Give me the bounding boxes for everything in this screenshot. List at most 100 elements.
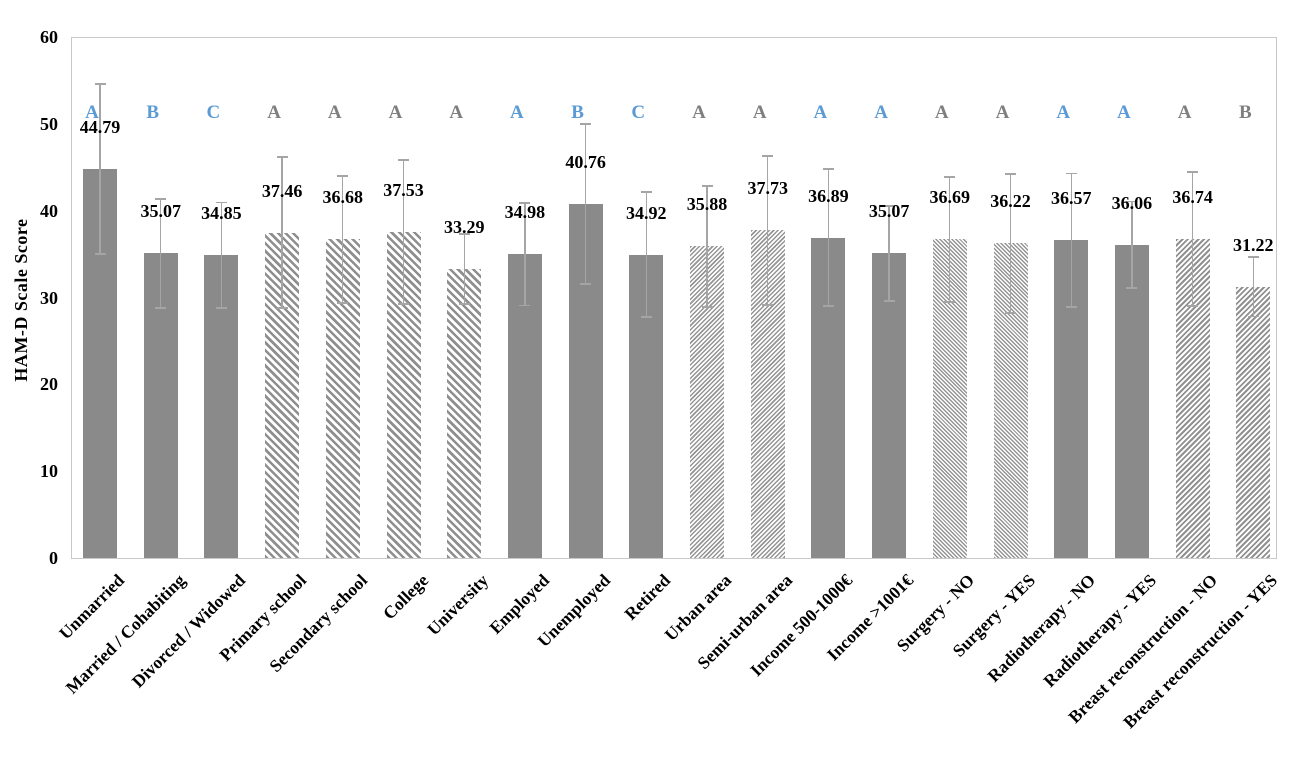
error-bar-cap: [337, 301, 349, 304]
error-bar-cap: [701, 184, 713, 187]
significance-letter: B: [571, 102, 584, 123]
value-label: 37.53: [383, 180, 424, 201]
error-bar-stem: [220, 202, 223, 309]
error-bar-cap: [1247, 256, 1259, 259]
y-tick-label: 60: [40, 27, 58, 47]
error-bar-cap: [701, 306, 713, 309]
significance-letter: A: [449, 102, 464, 123]
error-bar-cap: [1187, 171, 1199, 173]
error-bar-stem: [1191, 172, 1194, 306]
error-bar-cap: [944, 301, 956, 303]
error-bar-stem: [342, 176, 344, 303]
bar: [1114, 244, 1149, 558]
error-bar-cap: [155, 197, 167, 200]
error-bar-cap: [1247, 315, 1259, 318]
y-tick-label: 30: [40, 287, 58, 308]
value-label: 35.88: [686, 194, 728, 215]
value-label: 35.07: [868, 201, 910, 222]
error-bar-cap: [155, 307, 167, 310]
bar: [1236, 286, 1271, 558]
error-bar-cap: [1005, 173, 1016, 175]
error-bar-cap: [215, 201, 227, 204]
error-bar-stem: [584, 124, 587, 284]
significance-letter: A: [813, 102, 828, 123]
error-bar-cap: [883, 204, 895, 207]
error-bar-stem: [281, 157, 283, 309]
error-bar-cap: [580, 123, 592, 126]
value-label: 36.89: [808, 185, 849, 206]
error-bar-cap: [822, 168, 834, 170]
significance-letter: C: [631, 102, 646, 123]
error-bar-cap: [215, 307, 227, 310]
value-label: 37.46: [261, 180, 303, 201]
error-bar-cap: [883, 300, 895, 303]
y-tick-label: 0: [49, 548, 58, 568]
error-bar-stem: [1131, 201, 1133, 289]
error-bar-cap: [519, 202, 531, 204]
error-bar-cap: [944, 175, 956, 178]
value-label: 37.73: [747, 178, 788, 199]
significance-letter: A: [692, 102, 706, 123]
error-bar-stem: [402, 160, 405, 305]
error-bar-cap: [640, 316, 652, 319]
error-bar-stem: [645, 192, 647, 318]
significance-letter: A: [995, 102, 1010, 123]
significance-letter: A: [510, 102, 524, 123]
y-tick-label: 10: [40, 461, 58, 482]
value-label: 34.92: [626, 202, 667, 223]
error-bar-stem: [888, 205, 890, 302]
significance-letter: A: [874, 102, 888, 123]
error-bar-cap: [822, 305, 834, 308]
error-bar-cap: [640, 191, 652, 194]
error-bar-stem: [706, 185, 708, 308]
error-bar-stem: [827, 169, 830, 307]
significance-letter: B: [1238, 102, 1252, 123]
significance-letter: C: [206, 102, 221, 123]
bar: [447, 268, 482, 558]
significance-letter: A: [934, 102, 949, 123]
value-label: 36.57: [1050, 188, 1092, 209]
value-label: 44.79: [79, 117, 121, 138]
significance-letter: A: [85, 102, 99, 123]
error-bar-cap: [398, 303, 409, 306]
error-bar-cap: [398, 159, 409, 161]
error-bar-stem: [160, 198, 162, 309]
error-bar-stem: [99, 83, 101, 255]
error-bar-cap: [337, 175, 349, 177]
value-label: 34.98: [504, 202, 546, 223]
error-bar-cap: [94, 83, 106, 85]
significance-letter: A: [1056, 102, 1071, 123]
value-label: 36.68: [322, 187, 364, 208]
value-label: 33.29: [443, 216, 485, 237]
error-bar-stem: [463, 234, 465, 304]
error-bar-cap: [276, 156, 288, 159]
value-label: 36.69: [929, 187, 971, 208]
significance-letter: A: [388, 102, 403, 123]
error-bar-stem: [949, 176, 951, 302]
y-tick-label: 50: [40, 113, 58, 134]
error-bar-stem: [1009, 174, 1012, 313]
y-tick-label: 20: [40, 374, 58, 395]
value-label: 36.74: [1172, 186, 1213, 207]
error-bar-cap: [1126, 200, 1138, 203]
value-label: 36.06: [1111, 192, 1153, 213]
error-bar-cap: [458, 233, 470, 236]
y-tick-label: 40: [40, 200, 58, 221]
error-bar-cap: [580, 283, 592, 285]
error-bar-cap: [519, 304, 531, 307]
error-bar-cap: [1005, 312, 1016, 314]
error-bar-stem: [1070, 173, 1072, 308]
error-bar-cap: [1126, 287, 1138, 290]
significance-letter: A: [267, 102, 281, 123]
error-bar-cap: [458, 302, 470, 305]
value-label: 36.22: [990, 191, 1031, 212]
significance-letter: A: [327, 102, 342, 123]
significance-letter: B: [146, 102, 160, 123]
error-bar-cap: [1065, 172, 1077, 175]
significance-letter: A: [1177, 102, 1192, 123]
value-label: 40.76: [565, 152, 606, 173]
bar: [872, 253, 907, 558]
plot-area: [71, 37, 1277, 559]
value-label: 34.85: [201, 203, 242, 224]
